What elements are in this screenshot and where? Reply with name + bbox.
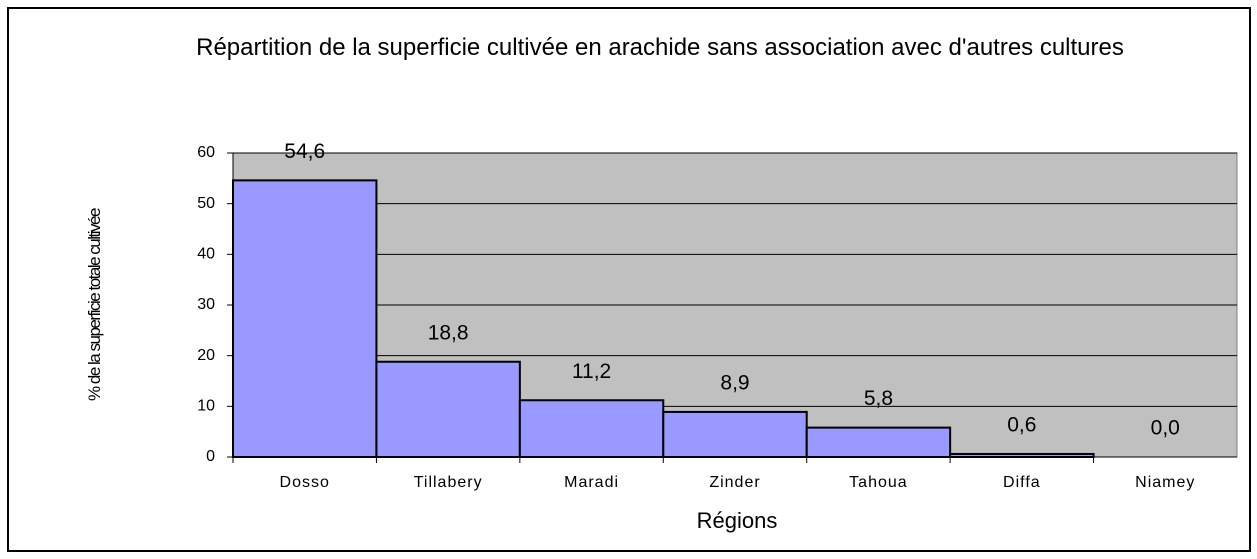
- x-tick-label: Diffa: [1003, 474, 1041, 491]
- y-tick-label: 20: [197, 347, 215, 364]
- y-tick-label: 40: [197, 246, 215, 263]
- y-tick-label: 0: [206, 448, 215, 465]
- data-label: 5,8: [864, 387, 893, 410]
- x-tick-label: Tahoua: [849, 474, 908, 491]
- x-tick-label: Maradi: [564, 474, 619, 491]
- bar: [375, 360, 521, 459]
- chart-title: Répartition de la superficie cultivée en…: [196, 34, 1124, 61]
- data-label: 8,9: [720, 371, 749, 394]
- bar: [518, 399, 665, 458]
- x-tick-label: Tillabery: [414, 474, 483, 491]
- y-tick-label: 10: [197, 398, 215, 415]
- y-axis-title: % de la superficie totale cultivée: [85, 209, 104, 401]
- bar: [805, 426, 952, 459]
- x-axis-title: Régions: [697, 508, 778, 533]
- data-label: 54,6: [284, 140, 325, 163]
- data-label: 0,6: [1007, 414, 1036, 437]
- bar: [662, 410, 808, 459]
- data-label: 18,8: [428, 321, 469, 344]
- y-tick-label: 60: [197, 144, 215, 161]
- x-tick-label: Niamey: [1135, 474, 1195, 491]
- y-tick-label: 50: [197, 195, 215, 212]
- bar: [232, 179, 378, 459]
- x-tick-label: Dosso: [280, 474, 330, 491]
- y-tick-label: 30: [197, 296, 215, 313]
- data-label: 0,0: [1151, 417, 1180, 440]
- data-label: 11,2: [572, 360, 611, 383]
- x-tick-label: Zinder: [709, 474, 760, 491]
